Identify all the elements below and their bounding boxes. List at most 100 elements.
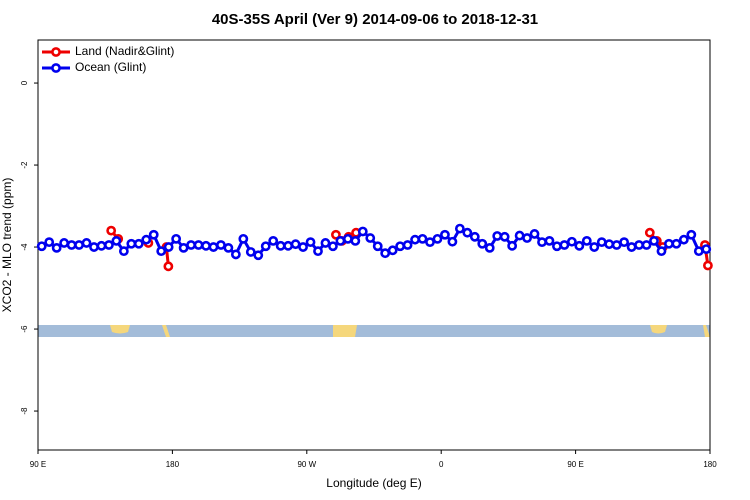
data-point <box>574 240 585 251</box>
data-point <box>253 250 264 261</box>
data-point <box>89 242 99 252</box>
data-point <box>106 225 117 236</box>
data-point <box>223 242 234 253</box>
data-point <box>589 242 600 252</box>
legend-label: Land (Nadir&Glint) <box>75 44 174 58</box>
data-point <box>238 233 249 244</box>
data-point <box>417 233 428 244</box>
data-point <box>410 234 420 245</box>
data-point <box>432 233 443 244</box>
legend-marker <box>51 63 61 73</box>
data-point <box>425 237 435 248</box>
data-point <box>44 237 55 248</box>
data-point <box>372 241 383 252</box>
data-point <box>644 227 655 238</box>
data-point <box>74 240 84 250</box>
data-point <box>514 230 525 241</box>
data-point <box>454 223 465 234</box>
data-point <box>66 240 77 250</box>
data-point <box>671 238 682 249</box>
data-point <box>522 233 532 243</box>
data-point <box>634 240 644 250</box>
data-point <box>51 242 62 253</box>
x-tick-label: 180 <box>166 460 180 469</box>
data-point <box>365 233 376 243</box>
data-point <box>641 240 652 250</box>
data-point <box>380 248 391 259</box>
data-point <box>268 235 279 246</box>
data-point <box>230 249 241 260</box>
data-point <box>141 234 152 245</box>
data-point <box>163 261 174 272</box>
data-point <box>126 238 137 249</box>
data-point <box>664 238 674 249</box>
data-point <box>328 241 338 252</box>
data-point <box>701 244 712 254</box>
data-point <box>81 238 92 248</box>
data-point <box>342 233 353 244</box>
legend-marker <box>51 47 61 57</box>
data-point <box>686 229 697 240</box>
data-point <box>693 246 704 257</box>
y-tick-label: -4 <box>20 243 29 251</box>
y-tick-label: -8 <box>20 407 29 415</box>
data-point <box>111 235 122 246</box>
data-point <box>492 231 503 241</box>
data-point <box>335 235 346 246</box>
data-point <box>703 260 713 271</box>
data-point <box>36 241 47 252</box>
data-point <box>331 229 341 240</box>
data-point <box>96 240 107 251</box>
data-point <box>59 238 70 248</box>
data-point <box>171 233 182 244</box>
data-point <box>216 240 226 250</box>
data-point <box>507 240 518 251</box>
data-point <box>260 241 271 252</box>
data-point <box>357 226 368 237</box>
data-point <box>656 246 667 257</box>
data-point <box>440 229 450 240</box>
data-point <box>649 235 659 246</box>
data-point <box>469 231 480 242</box>
data-point <box>537 237 547 248</box>
data-point <box>477 238 488 249</box>
data-point <box>298 242 308 252</box>
data-point <box>581 235 592 246</box>
land-mask-band <box>38 325 710 337</box>
data-point <box>178 242 189 253</box>
data-point <box>447 236 458 247</box>
data-point <box>186 240 196 250</box>
data-point <box>283 240 294 251</box>
data-point <box>552 241 562 252</box>
data-point <box>462 227 473 238</box>
data-point <box>678 234 689 245</box>
data-point <box>626 242 637 252</box>
x-tick-label: 90 E <box>30 460 46 469</box>
data-point <box>290 239 301 250</box>
data-point <box>118 246 129 257</box>
x-tick-label: 180 <box>703 460 717 469</box>
data-point <box>402 240 413 250</box>
data-point <box>604 239 615 250</box>
data-point <box>201 240 211 251</box>
data-point <box>275 240 286 251</box>
data-point <box>305 237 316 248</box>
data-point <box>156 246 167 257</box>
y-axis-label: XCO2 - MLO trend (ppm) <box>0 178 14 313</box>
data-point <box>544 235 555 246</box>
data-point <box>596 237 607 248</box>
x-tick-label: 0 <box>439 460 444 469</box>
data-point <box>619 237 630 248</box>
x-axis-label: Longitude (deg E) <box>326 476 421 490</box>
data-point <box>395 241 406 252</box>
data-point <box>566 236 577 247</box>
data-point <box>499 231 510 242</box>
data-point <box>320 238 331 248</box>
x-tick-label: 90 E <box>567 460 583 469</box>
data-point <box>350 235 361 246</box>
x-tick-label: 90 W <box>297 460 316 469</box>
data-point <box>611 240 622 250</box>
data-point <box>313 246 323 257</box>
data-point <box>559 240 570 250</box>
